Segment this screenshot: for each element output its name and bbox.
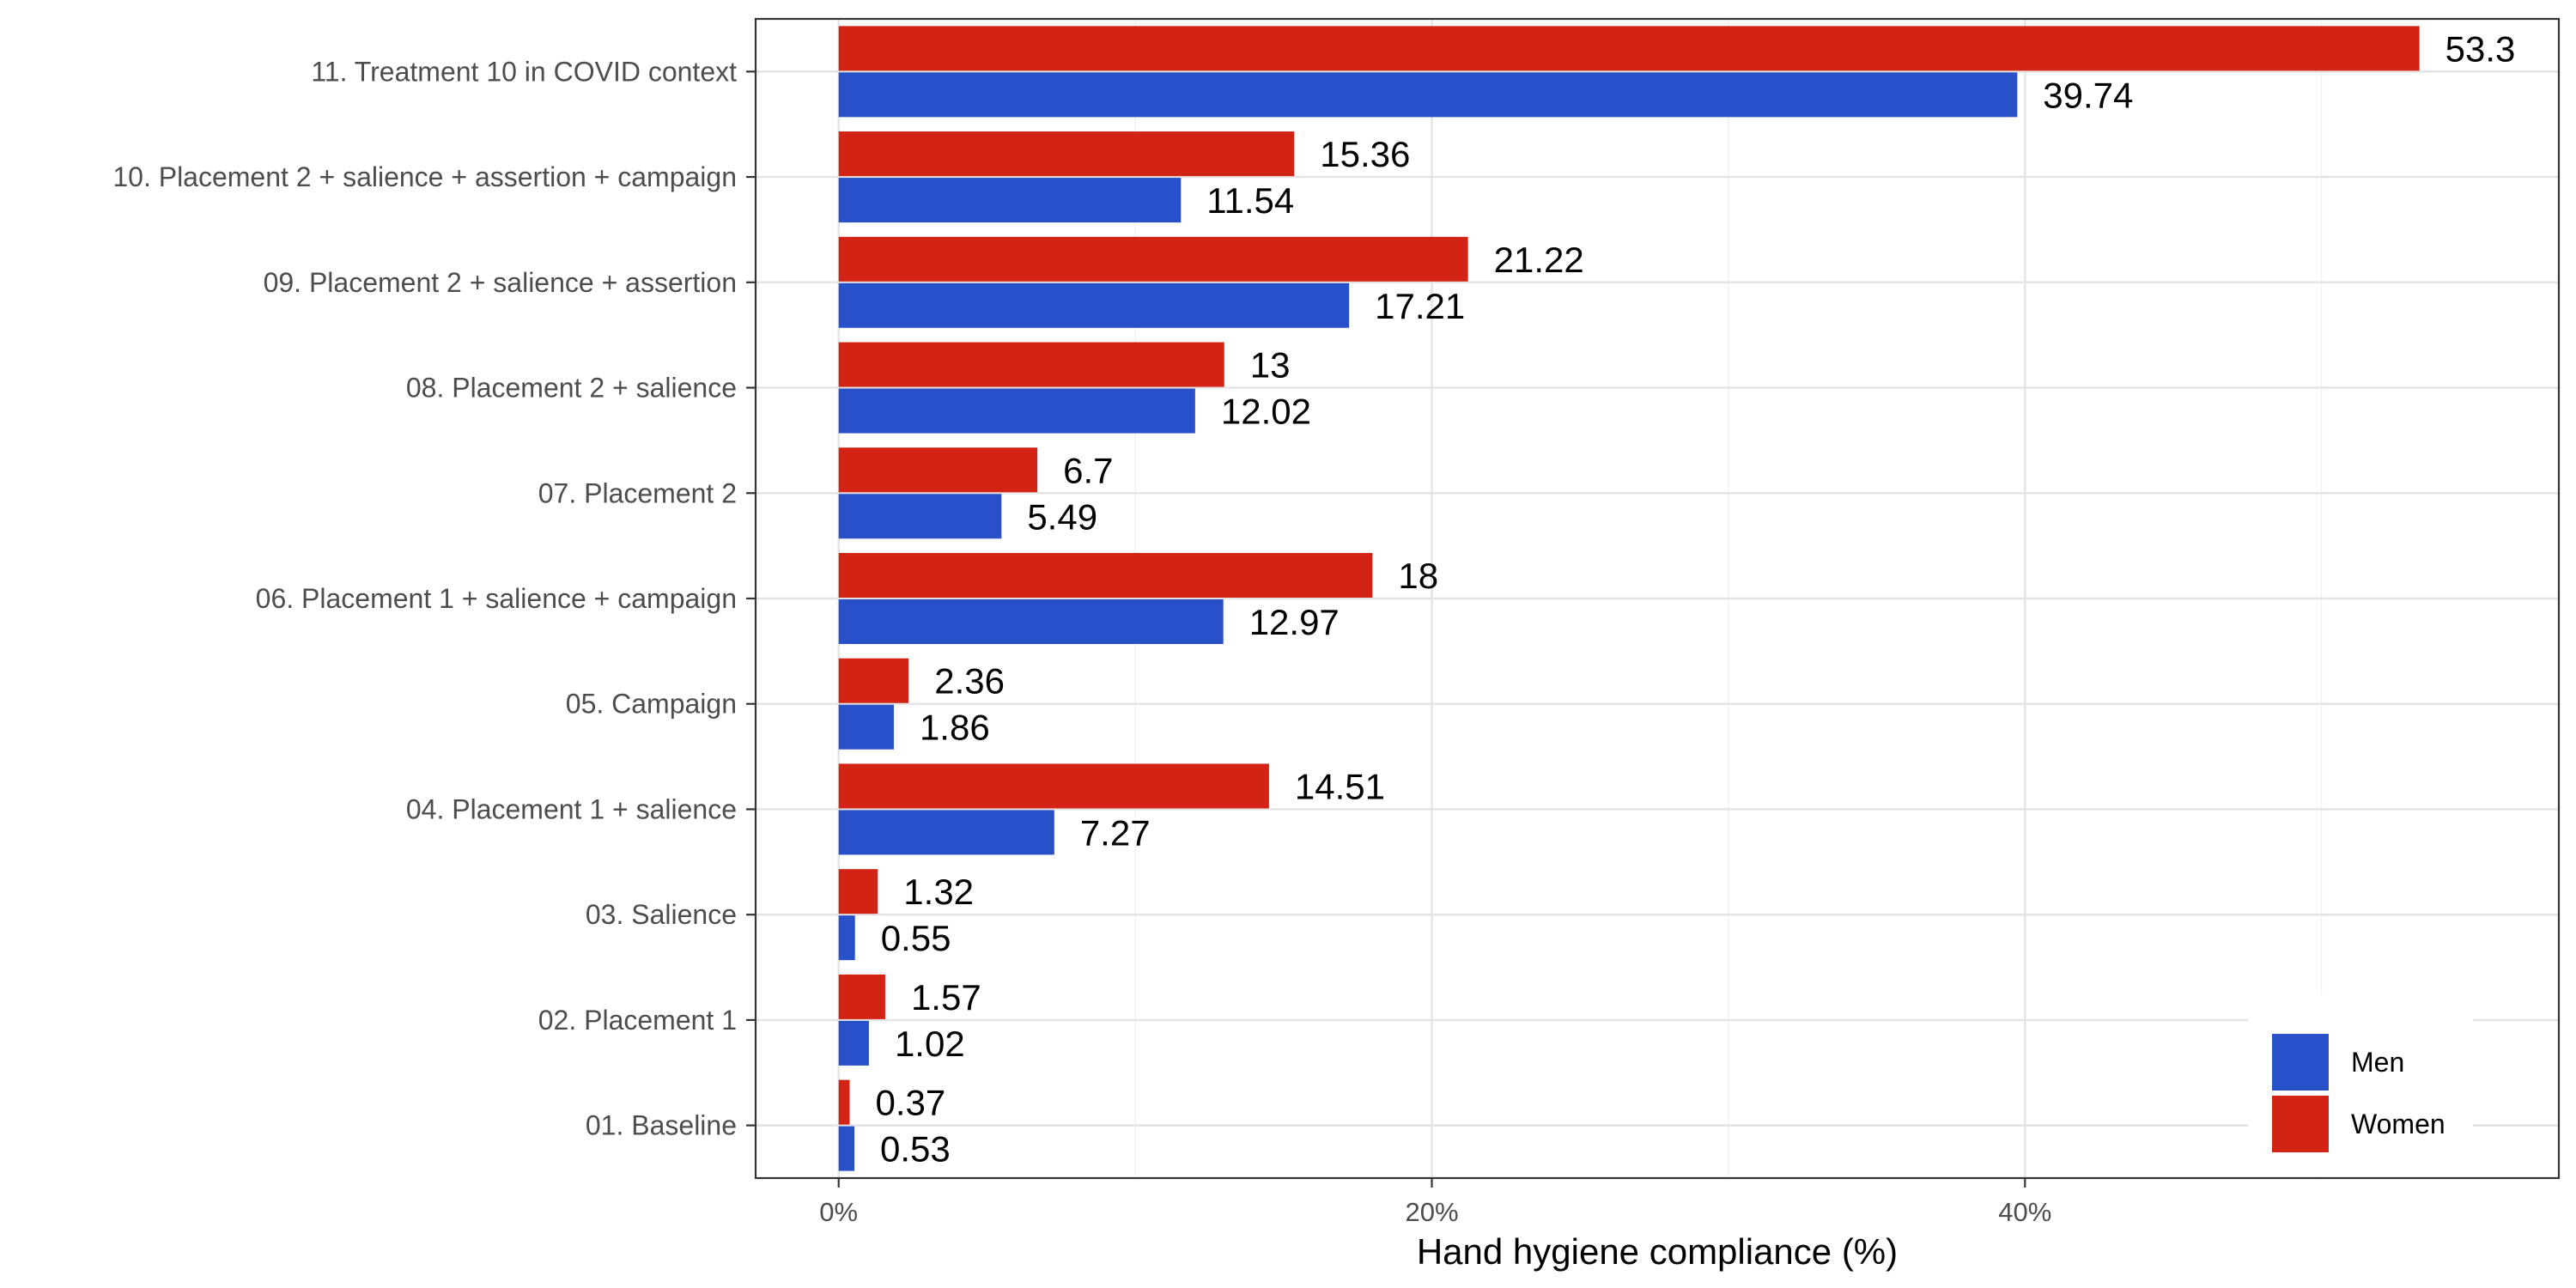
value-label-men: 11.54 [1206, 180, 1294, 221]
value-label-women: 0.37 [875, 1083, 945, 1123]
category-label: 08. Placement 2 + salience [406, 373, 737, 404]
bar-men [838, 72, 2018, 118]
value-label-men: 39.74 [2043, 75, 2133, 115]
bar-men [838, 915, 855, 961]
bar-women [838, 26, 2420, 71]
value-label-men: 1.02 [895, 1024, 965, 1064]
value-label-women: 1.32 [903, 872, 974, 912]
legend-key-women [2272, 1096, 2329, 1152]
value-label-women: 14.51 [1295, 766, 1385, 806]
bar-women [838, 658, 909, 703]
value-label-men: 0.53 [880, 1129, 951, 1170]
bar-women [838, 974, 885, 1019]
bar-men [838, 388, 1195, 434]
category-label: 06. Placement 1 + salience + campaign [256, 583, 737, 614]
x-axis-ticks: 0% 20% 40% [819, 1178, 2051, 1227]
value-label-men: 17.21 [1375, 286, 1465, 326]
category-label: 05. Campaign [566, 689, 737, 720]
category-label: 09. Placement 2 + salience + assertion [264, 267, 737, 298]
value-label-men: 7.27 [1080, 812, 1151, 853]
category-label: 10. Placement 2 + salience + assertion +… [112, 161, 737, 192]
value-label-women: 6.7 [1063, 450, 1113, 490]
bar-men [838, 810, 1054, 855]
legend: Men Women [2248, 994, 2473, 1176]
category-label: 02. Placement 1 [538, 1005, 737, 1036]
bar-men [838, 704, 894, 750]
legend-label-women: Women [2351, 1109, 2445, 1139]
value-label-women: 2.36 [934, 661, 1005, 702]
x-tick-label: 0% [819, 1197, 858, 1227]
value-label-women: 53.3 [2445, 28, 2516, 69]
category-label: 01. Baseline [586, 1110, 737, 1141]
value-label-women: 1.57 [911, 977, 981, 1018]
bar-women [838, 342, 1224, 387]
legend-key-men [2272, 1034, 2329, 1091]
category-labels: 01. Baseline 02. Placement 1 03. Salience 0… [112, 56, 756, 1141]
bar-men [838, 1126, 855, 1171]
value-label-women: 15.36 [1320, 134, 1410, 174]
bar-men [838, 599, 1224, 644]
value-label-women: 13 [1250, 345, 1291, 386]
grid [756, 19, 2559, 1178]
bar-women [838, 236, 1468, 282]
category-label: 07. Placement 2 [538, 477, 737, 508]
bar-men [838, 494, 1002, 539]
category-label: 04. Placement 1 + salience [406, 793, 737, 824]
bar-women [838, 763, 1269, 809]
value-label-women: 18 [1398, 556, 1438, 596]
category-label: 11. Treatment 10 in COVID context [311, 56, 737, 87]
bar-women [838, 869, 878, 914]
x-tick-label: 20% [1405, 1197, 1458, 1227]
value-label-men: 5.49 [1027, 496, 1097, 537]
legend-label-men: Men [2351, 1047, 2404, 1078]
value-label-women: 21.22 [1494, 240, 1584, 280]
bar-men [838, 1020, 869, 1066]
x-axis-title: Hand hygiene compliance (%) [1417, 1231, 1898, 1272]
bars [838, 26, 2420, 1171]
bar-men [838, 178, 1182, 223]
value-labels: 0.37 0.53 1.57 1.02 1.32 0.55 14.51 7.27 2.36 1.8… [875, 28, 2515, 1169]
value-label-men: 12.02 [1221, 392, 1311, 432]
value-label-men: 1.86 [920, 708, 990, 748]
bar-women [838, 131, 1295, 177]
category-label: 03. Salience [586, 899, 737, 930]
value-label-men: 12.97 [1249, 602, 1340, 642]
bar-women [838, 553, 1373, 598]
x-tick-label: 40% [1998, 1197, 2051, 1227]
bar-women [838, 1079, 850, 1125]
bar-men [838, 283, 1350, 328]
value-label-men: 0.55 [881, 918, 951, 958]
bar-women [838, 447, 1038, 493]
